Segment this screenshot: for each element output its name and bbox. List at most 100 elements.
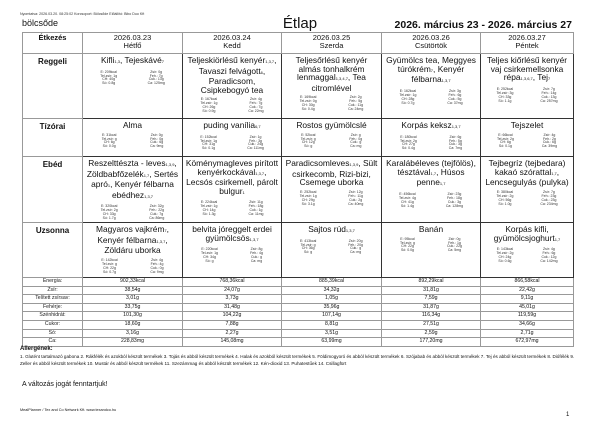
dish-list: Sajtos rúd1,3,7 [284,225,379,236]
nutrient-value: Tel.zsír: 2g [399,138,417,143]
day-header-2: 2026.03.24 Kedd [182,32,282,54]
nutrient-value: Só: 0.0g [102,144,116,149]
day-name: Csütörtök [414,41,448,50]
dish-name: Tavaszi felvágott [198,65,261,76]
dish-list: Rostos gyümölcslé [284,121,379,130]
meal-column-header: Étkezés [22,32,83,54]
total-value: 35,96g [281,302,382,313]
nutrient-value: Só: 1.0g [498,201,512,206]
total-value: 885,39kcal [281,277,382,287]
total-label: Telített zsírsav: [22,294,83,304]
nutrient-value: CH: 33g [498,94,512,99]
dish-name: Rostos gyümölcslé [296,120,367,130]
print-info: Nyomtatva: 2026.03.20. 08:25:02 Korcsopo… [20,12,145,16]
menu-table: Étkezés 2026.03.23 Hétfő 2026.03.24 Kedd 202… [22,32,574,347]
nutrient-value: CH: 22g [103,265,116,270]
notice: A változás jogát fenntartjuk! [22,381,108,388]
nutrient-value: CH: 24g [498,255,512,259]
nutrition-column: E: 413kcal Tel.zsír: g CH: 36g Só: g [300,239,316,256]
nutrient-value: E: 220kcal [201,247,218,252]
nutrient-value: Zsír: 3g [449,88,461,93]
nutrient-value: Tel.zsír: 2g [496,136,514,141]
day-header-5: 2026.03.27 Péntek [480,32,574,54]
nutrition-column: Zsír: g Feh.: 0g Cuk.: g Ca: mg [349,132,362,150]
nutrient-value: Só: 0.8g [102,81,116,86]
day-header-1: 2026.03.23 Hétfő [82,32,183,54]
total-label: Zsír: [22,285,83,296]
nutrient-value: Zsír: 7g [543,86,555,91]
total-value: 107,14g [281,311,382,321]
nutrition-column: Zsír: 20g Feh.: 20g Cuk.: g Ca: mg [348,239,363,256]
footer: MealPlanner / Tex and Co Network Kft. ww… [20,408,117,412]
nutrient-value: E: 180kcal [400,134,417,139]
nutrition-column: Zsír: 23g Feh.: 18g Cuk.: 3g Ca: 128mg [446,192,463,209]
nutrition-column: Zsír: 12g Feh.: 11g Cuk.: 2g Ca: 40mg [348,190,363,207]
nutrient-value: E: 31kcal [101,132,117,137]
nutrient-value: Tel.zsír: g [400,240,415,245]
menu-cell: Reszelttészta - leves1,3,9, Zöldbabfőzel… [82,156,183,223]
daily-total-row: Cukor: 18,60g 7,88g 8,81g 27,51g 34,66g [22,319,574,330]
nutrient-value: Cuk.: 12g [541,255,557,259]
nutrient-value: Cuk.: 13g [541,94,557,99]
total-value: 892,29kcal [381,277,481,287]
nutrient-value: Zsír: 6g [449,134,462,139]
dish-name: gyümölcsjoghurt [493,232,555,243]
dish-name: Sertés apró [91,168,179,190]
nutrient-value: Só: 3.1g [301,201,315,206]
total-label: Ca: [22,337,83,347]
meal-row: Ebéd Reszelttészta - leves1,3,9, Zöldbabf… [22,156,574,223]
dish-name: Paradicsomleves [285,158,350,168]
allergen-codes: 1,3,6,7 [520,76,533,82]
nutrient-value: Ca: 142mg [540,258,558,263]
dish-list: Tejbegríz (tejbedara) kakaó szórattal1,7… [485,158,569,188]
nutrition-info: E: 456kcal Tel.zsír: 4g CH: 41g Só: 1.4g Zsí… [384,192,478,209]
nutrition-column: Zsír: 4g Feh.: 4g Cuk.: 0g Ca: 9mg [150,258,163,275]
total-value: 866,58kcal [480,277,574,287]
nutrient-value: E: 152kcal [200,134,217,139]
total-value: 8,81g [281,319,382,330]
day-date: 2026.03.26 [412,33,450,42]
dish-name: Kenyér félbarna [97,234,157,245]
total-value: 2,27g [182,328,282,339]
total-value: 145,08mg [182,337,282,347]
nutrition-column: Zsír: 0g Feh.: 1g Cuk.: 22g Ca: 5mg [447,237,462,254]
dish-list: Köménymagleves pirított kenyérkockával1,… [185,158,279,196]
total-value: 63,99mg [281,337,382,347]
total-value: 672,97mg [480,337,574,347]
dish-name: Teljes kiőrlésű kenyér vaj csirkemellson… [486,55,568,83]
nutrition-column: E: 143kcal Tel.zsír: 2g CH: 24g Só: 0.6g [496,247,513,264]
dish-list: Teljes kiőrlésű kenyér vaj csirkemellson… [486,55,568,83]
nutrient-value: Cuk.: g [350,140,362,145]
nutrient-value: Cuk.: 7g [150,212,164,217]
nutrient-value: Cuk.: 3g [448,142,462,147]
nutrient-value: Só: 0.4g [401,146,415,151]
allergen-codes: 1,3,7 [249,236,259,242]
nutrient-value: Só: 0.6g [498,258,512,263]
nutrient-value: CH: 30g [301,103,315,108]
allergen-codes: 7 [548,76,551,82]
nutrient-value: CH: 26g [202,105,216,110]
nutrient-value: Zsír: g [350,132,361,137]
allergens-list: 1. Glutént tartalmazó gabona 2. Rákfélék… [20,354,575,367]
menu-cell: Kifli1,3, Tejeskávé7 E: 209kcal Tel.zsír: … [82,53,183,119]
dish-name: Zöldáru uborka [104,245,161,256]
nutrient-value: Cuk.: 6g [542,140,556,145]
total-value: 7,59g [381,294,481,304]
nutrient-value: E: 252kcal [496,86,514,91]
day-name: Kedd [223,41,241,50]
nutrient-value: E: 52kcal [301,132,316,137]
meal-label: Tízórai [22,118,83,157]
total-value: 31,48g [182,302,282,313]
nutrient-value: Feh.: 0g [150,136,164,141]
allergen-codes: 1,3,7 [265,59,275,64]
nutrition-info: E: 252kcal Tel.zsír: 1g CH: 29g Só: 3.1g Zsí… [284,190,379,207]
nutrition-column: Zsír: 32g Feh.: 22g Cuk.: 7g Ca: 86mg [149,204,164,221]
total-value: 31,87g [381,302,481,313]
dish-name: Tejeskávé [124,55,162,65]
nutrient-value: E: 95kcal [400,236,415,241]
nutrient-value: Feh.: 7g [149,73,163,78]
nutrient-value: E: 380kcal [496,189,514,194]
nutrient-value: Só: 0.0g [400,248,415,253]
nutrition-column: E: 162kcal Tel.zsír: 1g CH: 28g Só: 0.7g [399,89,416,106]
